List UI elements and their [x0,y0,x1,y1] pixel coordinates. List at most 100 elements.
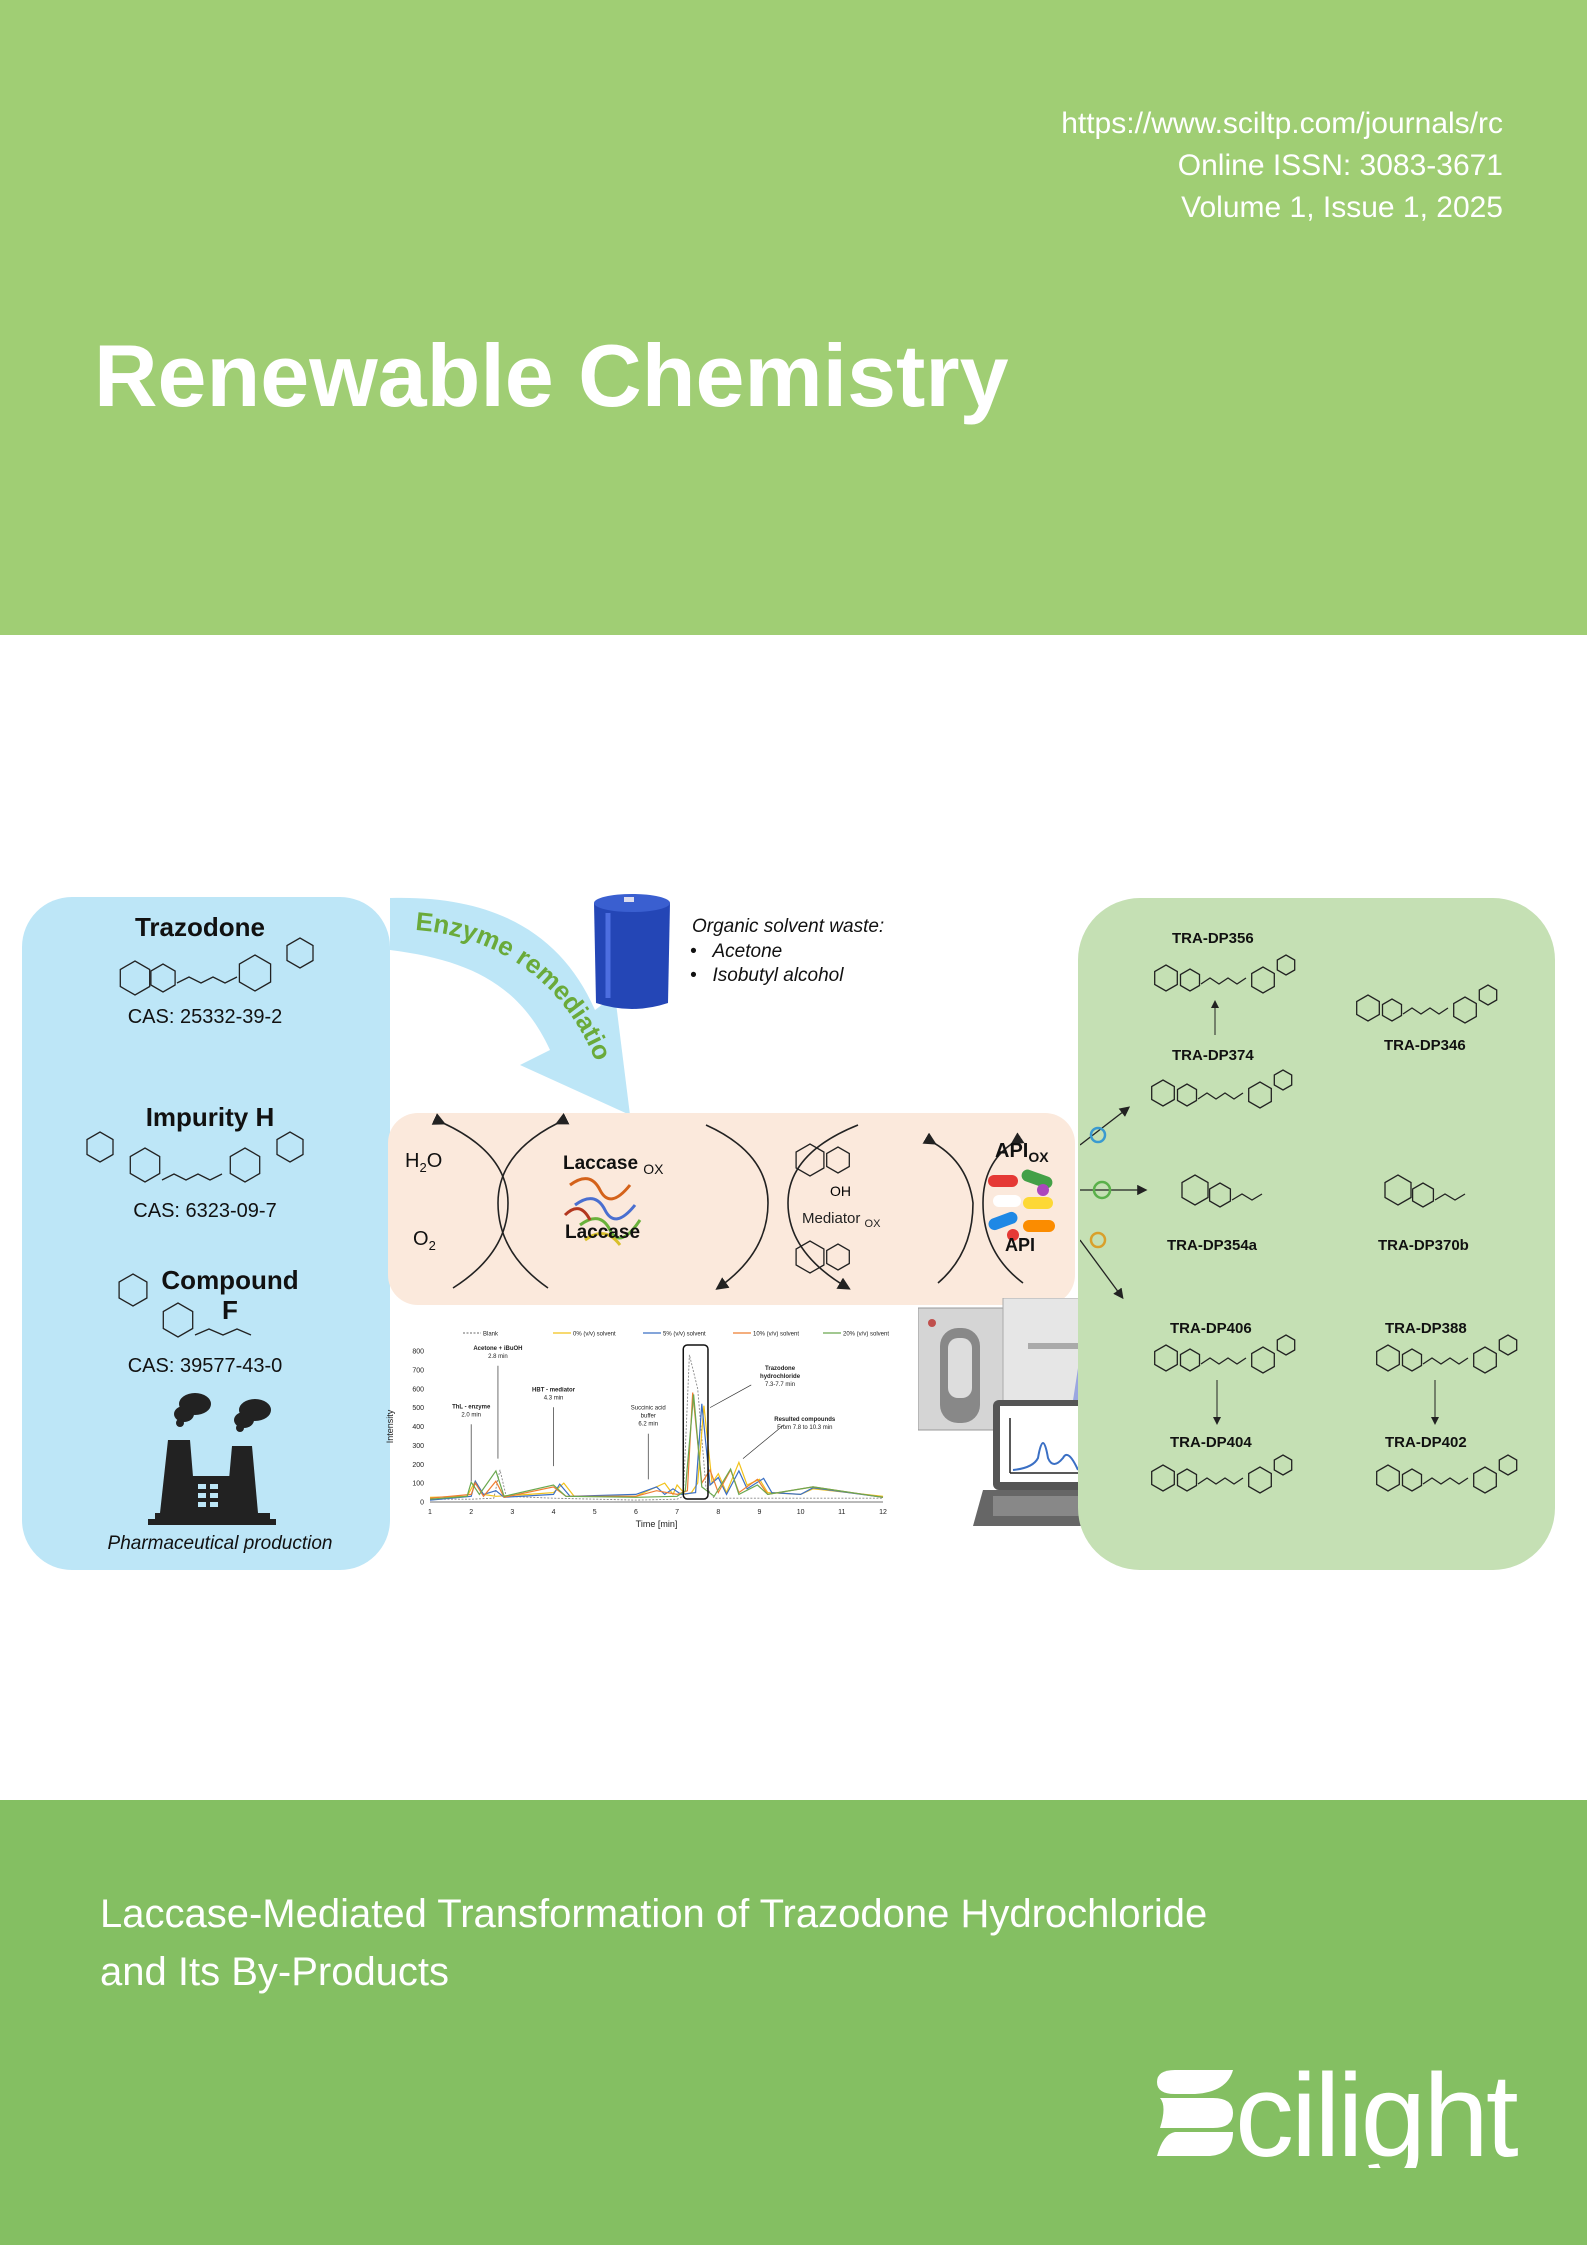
chart-annotation: 6.2 min [638,1422,658,1428]
x-tick-label: 10 [797,1509,805,1516]
api-ox-label: APIOX [995,1140,1049,1165]
y-tick-label: 400 [412,1424,424,1431]
series-line [430,1354,883,1501]
chart-annotation: 2.0 min [461,1412,481,1418]
chart-annotation: 7.3-7.7 min [765,1382,795,1388]
hbt-oh-label: OH [830,1183,851,1199]
solvent-barrel-icon [594,894,670,1009]
product-structure [1154,954,1296,994]
chart-annotation: buffer [641,1414,656,1420]
article-title-line1: Laccase-Mediated Transformation of Trazo… [100,1892,1208,1936]
y-tick-label: 300 [412,1443,424,1450]
x-axis-label: Time [min] [636,1519,678,1529]
chromatogram-chart: 1 2 3 4 5 6 7 8 9 10 11 120100200300400500600700800… [385,1332,889,1530]
laccase-ox-label: Laccase OX [563,1153,664,1177]
chart-annotation: 2.8 min [488,1354,508,1360]
journal-title: Renewable Chemistry [94,326,1009,425]
product-label: TRA-DP388 [1385,1320,1467,1337]
chart-annotation: Resulted compounds [774,1417,836,1423]
reaction-arrows [431,1113,1025,1290]
legend-label: 10% (v/v) solvent [753,1332,799,1338]
product-label: TRA-DP354a [1167,1237,1258,1254]
journal-header: https://www.sciltp.com/journals/rc Onlin… [0,0,1587,635]
product-label: TRA-DP370b [1378,1237,1469,1254]
legend-label: 0% (v/v) solvent [573,1332,616,1338]
legend-label: 5% (v/v) solvent [663,1332,706,1338]
hbt-mediator-structure [795,1143,850,1177]
journal-url[interactable]: https://www.sciltp.com/journals/rc [1061,107,1503,140]
product-label: TRA-DP406 [1170,1320,1252,1337]
product-label: TRA-DP374 [1172,1047,1254,1064]
solvent-acetone: Acetone [712,941,783,962]
x-tick-label: 3 [510,1509,514,1516]
x-tick-label: 6 [634,1509,638,1516]
x-tick-label: 5 [593,1509,597,1516]
product-label: TRA-DP404 [1170,1434,1252,1451]
y-tick-label: 800 [412,1349,424,1356]
x-tick-label: 12 [879,1509,887,1516]
chart-annotation: hydrochloride [760,1374,801,1380]
article-title-line2: and Its By-Products [100,1950,450,1994]
y-tick-label: 600 [412,1386,424,1393]
compound-f-name-line2: F [222,1295,238,1325]
chart-annotation: Trazodone [765,1366,796,1372]
laccase-protein-icon [563,1177,642,1246]
legend-label: 20% (v/v) solvent [843,1332,889,1338]
oxygen-label: O2 [413,1228,436,1253]
transformation-arrow [1431,1380,1439,1425]
chart-annotation: Acetone + iBuOH [473,1346,522,1352]
solvent-isobutyl-alcohol: Isobutyl alcohol [712,965,844,986]
x-tick-label: 9 [758,1509,762,1516]
annotation-arrow [742,1424,785,1459]
y-tick-label: 0 [420,1500,424,1507]
product-structure [1376,1334,1518,1374]
mediator-ox-label: Mediator OX [802,1210,881,1230]
scilight-logo: cilight [1157,2058,1521,2168]
series-line [429,1394,884,1500]
highlight-box [682,1344,709,1500]
product-label: TRA-DP356 [1172,930,1254,947]
pills-icon [988,1169,1055,1241]
product-structure [1154,1334,1296,1374]
impurity-h-cas: CAS: 6323-09-7 [133,1200,277,1222]
solvent-item: • Isobutyl alcohol [690,965,844,986]
factory-icon [148,1393,276,1525]
water-label: H2O [405,1150,443,1175]
chart-annotation: 4.3 min [544,1395,564,1401]
chart-annotation: HBT - mediator [532,1387,576,1393]
y-tick-label: 200 [412,1462,424,1469]
api-label: API [1005,1235,1036,1255]
x-tick-label: 1 [428,1509,432,1516]
x-tick-label: 7 [675,1509,679,1516]
compound-f-name-line1: Compound [161,1265,299,1295]
transformation-arrow [1211,1000,1219,1035]
product-structure [1181,1174,1263,1208]
product-structure [1151,1069,1293,1109]
product-structure [1151,1454,1293,1494]
y-axis-label: Intensity [385,1409,395,1443]
product-label: TRA-DP346 [1384,1037,1466,1054]
product-structure [1376,1454,1518,1494]
laccase-label: Laccase [565,1222,641,1243]
x-tick-label: 11 [838,1509,845,1516]
chart-annotation: From 7.8 to 10.3 min [777,1425,832,1431]
x-tick-label: 2 [469,1509,473,1516]
compound-f-name: Compound F [140,1265,320,1325]
transformation-arrow [1213,1380,1221,1425]
y-tick-label: 700 [412,1367,424,1374]
transformation-products-panel [1078,898,1555,1570]
article-footer: Laccase-Mediated Transformation of Trazo… [0,1800,1587,2245]
trazodone-cas: CAS: 25332-39-2 [127,1006,283,1028]
solvent-item: • Acetone [690,941,783,962]
x-tick-label: 4 [552,1509,556,1516]
enzyme-remediation-arrow: Enzyme remediation [370,890,630,1115]
factory-caption: Pharmaceutical production [107,1533,333,1554]
journal-volume: Volume 1, Issue 1, 2025 [1181,191,1503,224]
y-tick-label: 100 [412,1481,424,1488]
trazodone-structure [119,937,314,996]
enzyme-arrows [1080,1106,1148,1300]
x-tick-label: 8 [716,1509,720,1516]
compound-f-structure [118,1273,252,1338]
chart-annotation: Succinic acid [631,1406,666,1412]
y-tick-label: 500 [412,1405,424,1412]
